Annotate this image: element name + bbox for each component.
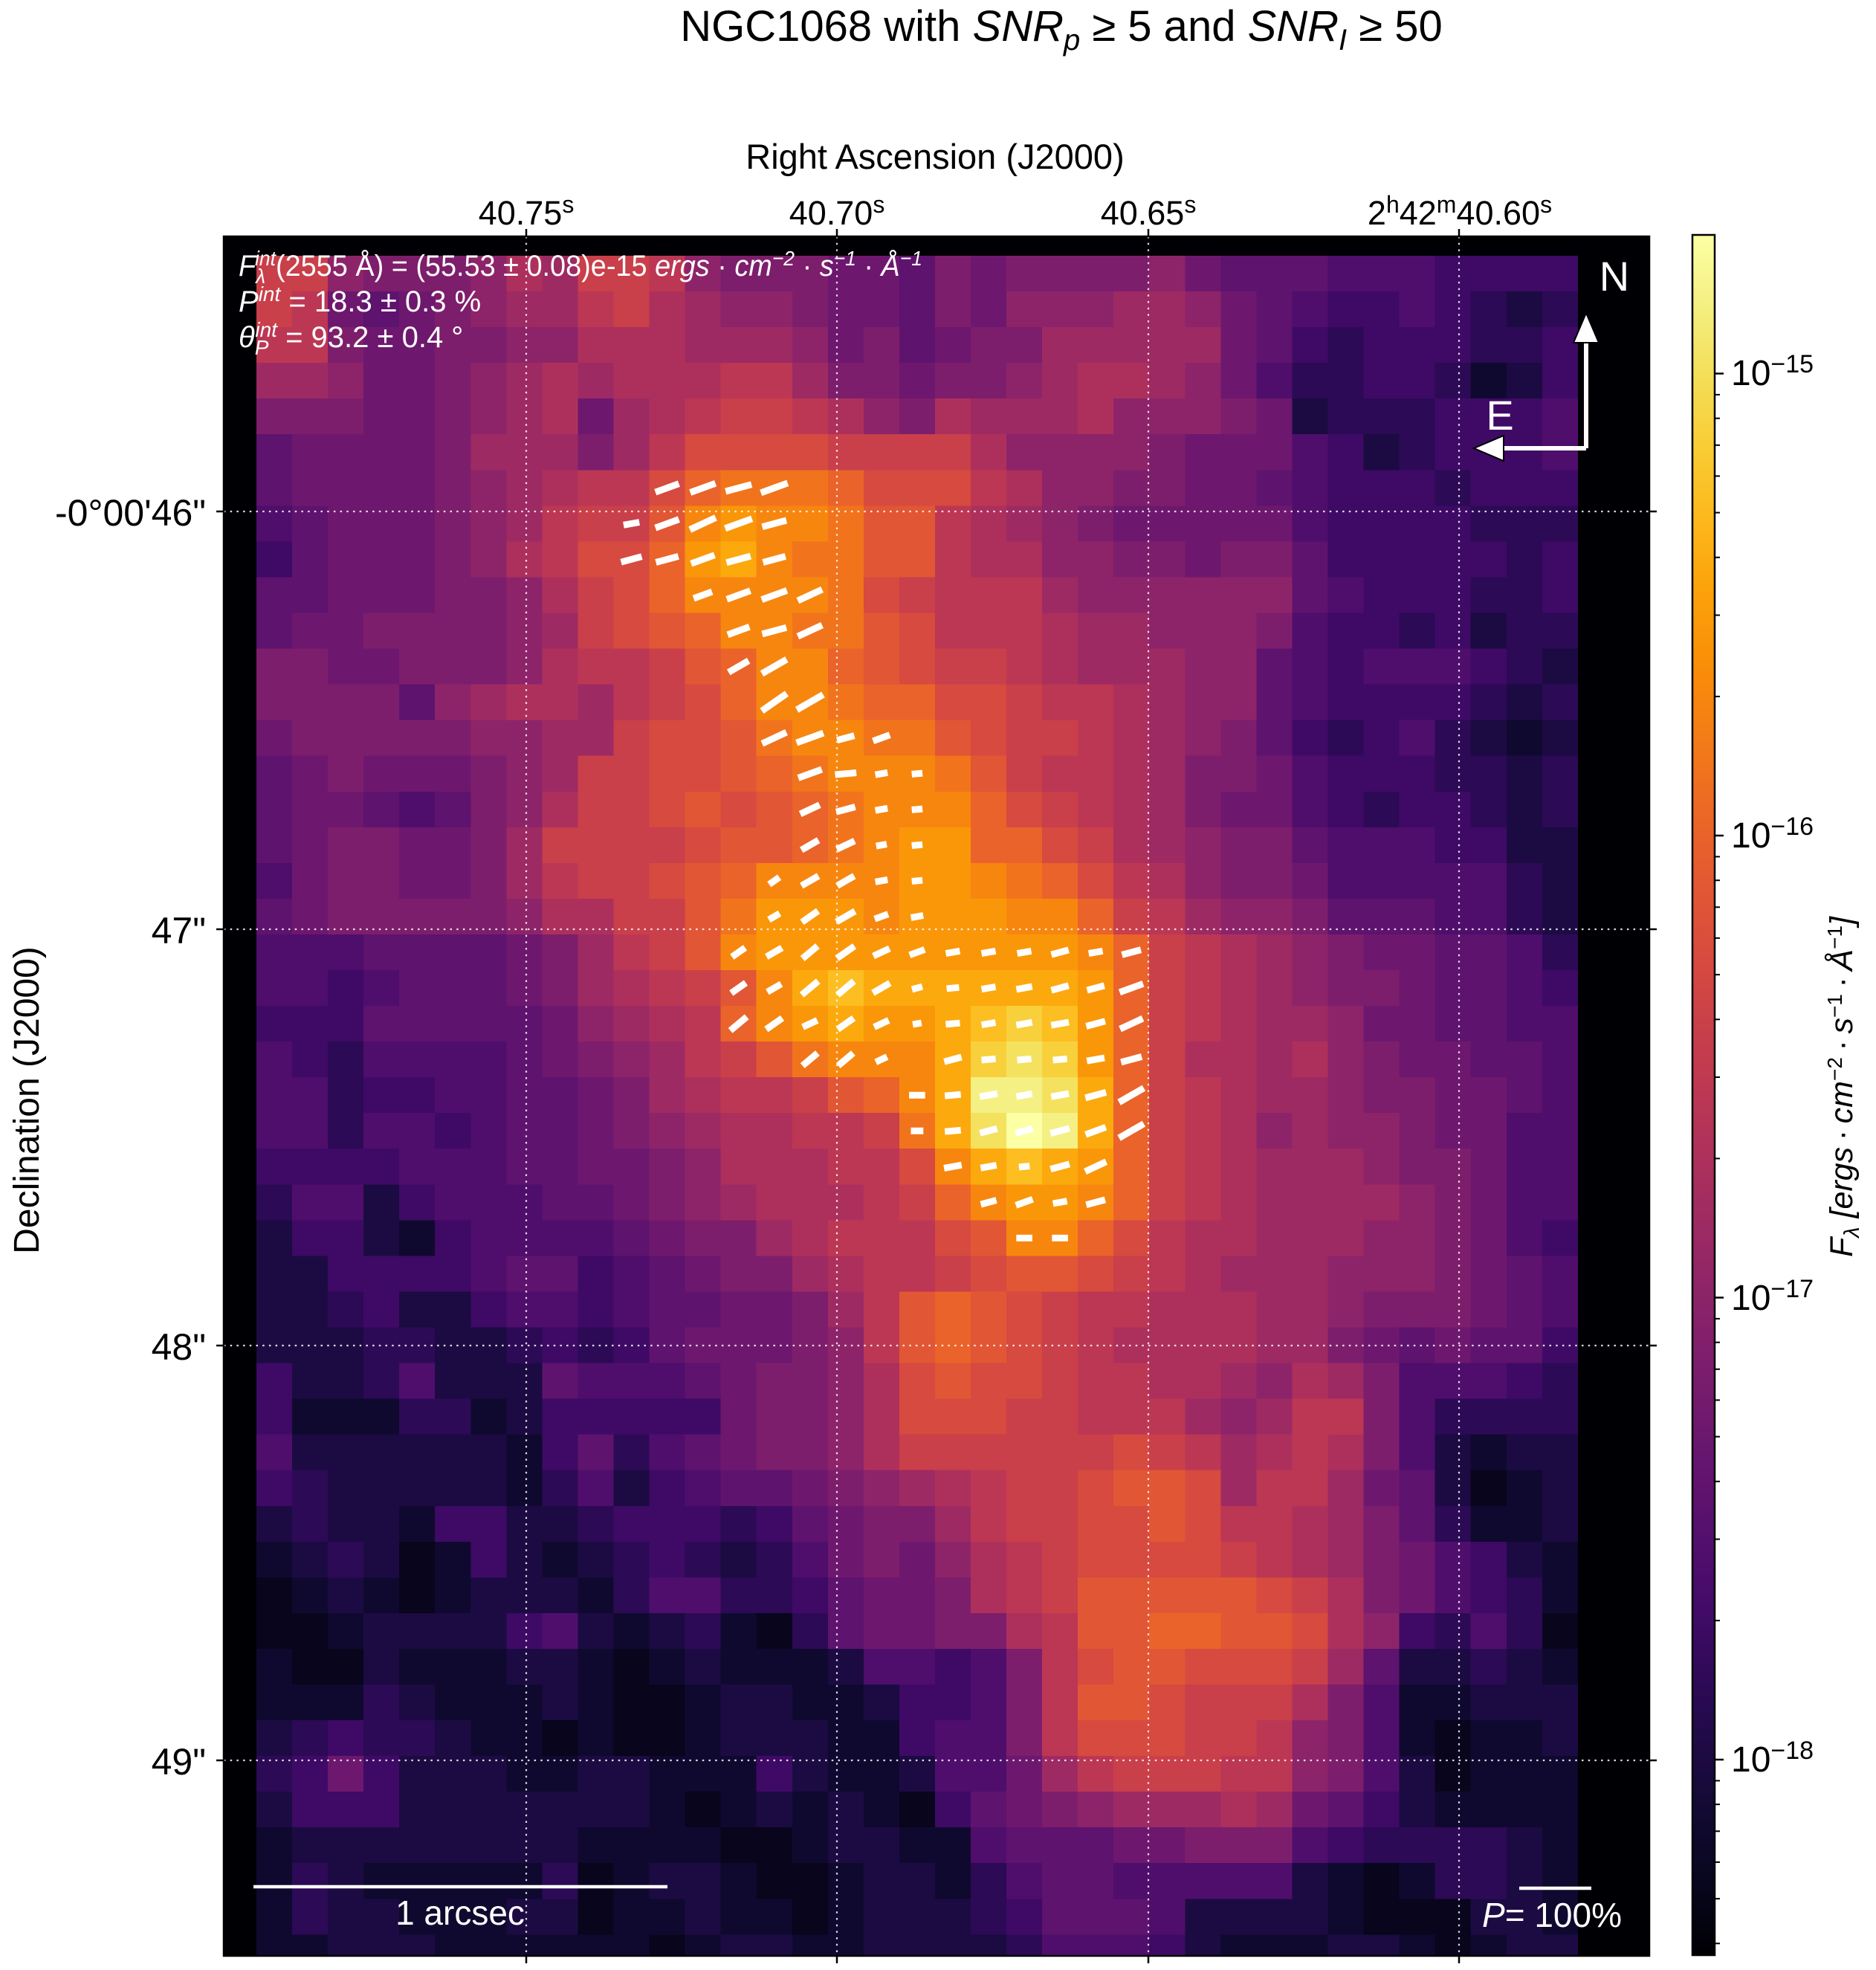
- svg-text:1 arcsec: 1 arcsec: [395, 1893, 525, 1932]
- svg-text:P= 100%: P= 100%: [1482, 1896, 1622, 1934]
- svg-text:49": 49": [152, 1741, 206, 1783]
- svg-text:Fλint(2555 Å) = (55.53 ± 0.08): Fλint(2555 Å) = (55.53 ± 0.08)e-15 ergs …: [239, 247, 922, 288]
- svg-text:θPint = 93.2 ± 0.4 °: θPint = 93.2 ± 0.4 °: [239, 318, 463, 359]
- svg-text:Fλ [ergs · cm−2 · s−1 · Å−1]: Fλ [ergs · cm−2 · s−1 · Å−1]: [1823, 916, 1864, 1257]
- svg-text:E: E: [1486, 392, 1513, 439]
- svg-text:47": 47": [152, 910, 206, 952]
- svg-text:NGC1068 with SNRp ≥ 5 and SNR: NGC1068 with SNRp ≥ 5 and SNRI ≥ 50: [680, 2, 1443, 56]
- svg-text:48": 48": [152, 1326, 206, 1368]
- svg-text:-0°00'46": -0°00'46": [55, 492, 206, 534]
- svg-text:Declination (J2000): Declination (J2000): [7, 946, 47, 1254]
- svg-text:40.70s: 40.70s: [789, 191, 885, 232]
- svg-text:N: N: [1600, 253, 1629, 300]
- svg-text:Pint = 18.3 ± 0.3 %: Pint = 18.3 ± 0.3 %: [239, 282, 481, 318]
- svg-text:40.75s: 40.75s: [479, 191, 575, 232]
- svg-text:40.65s: 40.65s: [1101, 191, 1197, 232]
- svg-text:10−15: 10−15: [1731, 350, 1814, 393]
- svg-text:Right Ascension (J2000): Right Ascension (J2000): [745, 137, 1124, 176]
